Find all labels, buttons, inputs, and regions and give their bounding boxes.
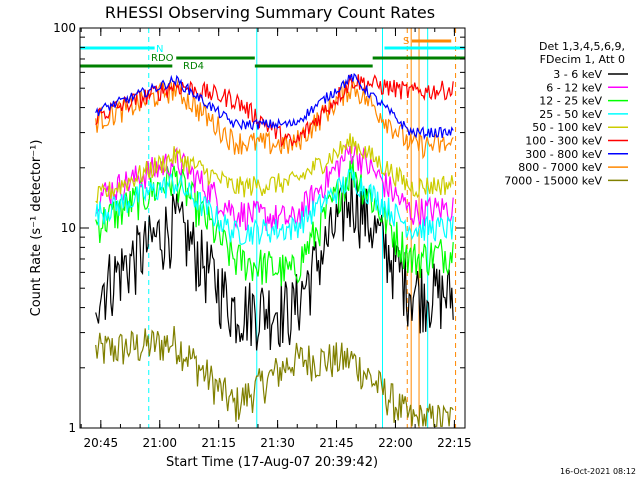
legend-header-line-1: Det 1,3,4,5,6,9, (539, 40, 625, 53)
legend-label: 3 - 6 keV (553, 68, 602, 81)
x-tick-label: 21:45 (319, 436, 354, 450)
x-tick-label: 21:30 (260, 436, 295, 450)
annotation-label: RD4 (183, 61, 204, 72)
series-line (95, 133, 454, 205)
annotation-label: N (156, 44, 163, 55)
footer-timestamp: 16-Oct-2021 08:12 (560, 467, 636, 476)
annotation-label: RDO (151, 53, 174, 64)
series-group (95, 72, 454, 427)
series-line (95, 72, 454, 141)
y-tick-label: 10 (61, 221, 76, 235)
axis-ticks: 20:45 21:00 21:15 21:30 21:45 22:00 22:15 1 10 10… (53, 21, 472, 450)
series-line (95, 142, 454, 232)
series-line (95, 173, 454, 351)
chart-title: RHESSI Observing Summary Count Rates (105, 3, 435, 22)
legend-label: 800 - 7000 keV (518, 161, 602, 174)
legend-label: 300 - 800 keV (525, 148, 602, 161)
y-tick-label: 100 (53, 21, 76, 35)
legend-label: 12 - 25 keV (539, 95, 602, 108)
annotation-label: S (403, 36, 409, 47)
series-line (95, 156, 454, 287)
series-line (95, 73, 454, 148)
legend-label: 100 - 300 keV (525, 135, 602, 148)
plot-frame (79, 27, 466, 429)
series-line (95, 326, 454, 427)
x-tick-label: 21:15 (201, 436, 236, 450)
x-tick-label: 22:00 (378, 436, 413, 450)
legend-header-line-2: FDecim 1, Att 0 (540, 53, 625, 66)
y-axis-label: Count Rate (s⁻¹ detector⁻¹) (29, 140, 44, 317)
x-axis-label: Start Time (17-Aug-07 20:39:42) (166, 455, 378, 470)
legend-label: 6 - 12 keV (546, 81, 602, 94)
x-tick-label: 21:00 (142, 436, 177, 450)
x-tick-label: 20:45 (84, 436, 119, 450)
legend-label: 25 - 50 keV (539, 108, 602, 121)
legend-label: 50 - 100 keV (532, 121, 602, 134)
legend-label: 7000 - 15000 keV (504, 174, 602, 187)
y-tick-label: 1 (68, 421, 76, 435)
series-line (95, 78, 454, 160)
x-tick-label: 22:15 (437, 436, 472, 450)
series-line (95, 167, 454, 245)
